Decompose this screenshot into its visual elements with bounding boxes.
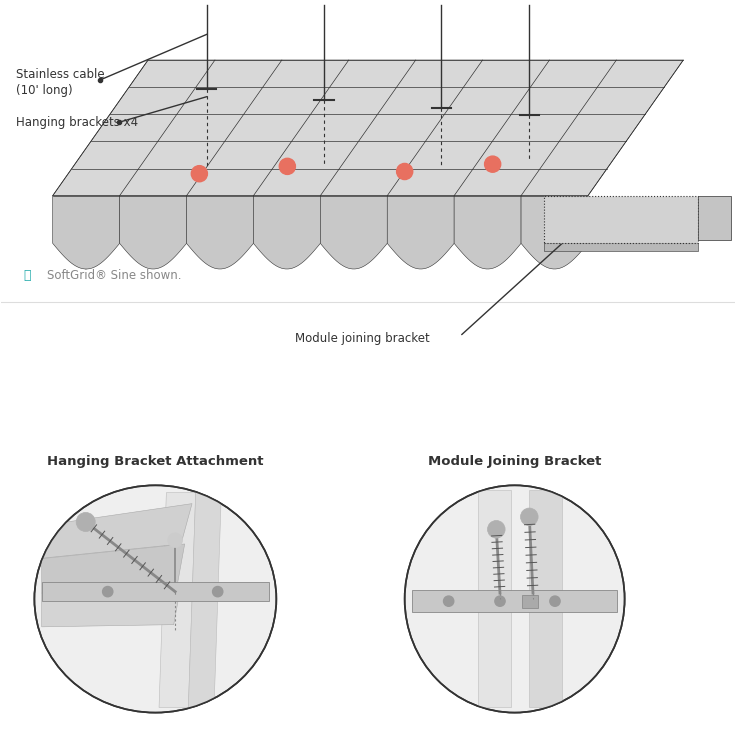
Circle shape <box>444 596 454 606</box>
Circle shape <box>495 596 505 606</box>
Circle shape <box>191 166 208 182</box>
Bar <box>544 196 698 244</box>
Polygon shape <box>42 544 185 593</box>
Text: Hanging Bracket Attachment: Hanging Bracket Attachment <box>47 456 263 468</box>
Bar <box>522 595 538 609</box>
Bar <box>412 590 618 612</box>
Circle shape <box>484 156 500 172</box>
Circle shape <box>168 533 183 548</box>
Bar <box>698 196 731 240</box>
Polygon shape <box>544 244 698 251</box>
Polygon shape <box>53 196 120 269</box>
Text: Module joining bracket: Module joining bracket <box>294 332 429 345</box>
Polygon shape <box>320 196 387 269</box>
Polygon shape <box>42 584 181 627</box>
Polygon shape <box>38 503 192 559</box>
Polygon shape <box>387 196 454 269</box>
Circle shape <box>520 508 538 526</box>
Ellipse shape <box>35 485 276 712</box>
Circle shape <box>77 512 95 531</box>
Polygon shape <box>478 490 511 707</box>
Polygon shape <box>159 492 196 707</box>
Text: Hanging brackets x4: Hanging brackets x4 <box>16 116 138 129</box>
Polygon shape <box>188 492 222 707</box>
Polygon shape <box>53 60 683 196</box>
Polygon shape <box>454 196 521 269</box>
Ellipse shape <box>405 485 625 712</box>
Circle shape <box>397 163 413 180</box>
Text: Stainless cable: Stainless cable <box>16 68 105 81</box>
Circle shape <box>279 158 295 174</box>
Polygon shape <box>529 490 562 707</box>
Polygon shape <box>186 196 253 269</box>
Text: ⓘ: ⓘ <box>24 269 31 282</box>
Polygon shape <box>120 196 186 269</box>
Polygon shape <box>253 196 320 269</box>
Polygon shape <box>521 196 588 269</box>
Circle shape <box>213 587 223 597</box>
Circle shape <box>550 596 560 606</box>
Text: (10' long): (10' long) <box>16 85 73 97</box>
Bar <box>42 582 269 601</box>
Text: SoftGrid® Sine shown.: SoftGrid® Sine shown. <box>47 269 181 282</box>
Circle shape <box>487 520 505 538</box>
Circle shape <box>102 587 113 597</box>
Text: Module Joining Bracket: Module Joining Bracket <box>428 456 601 468</box>
